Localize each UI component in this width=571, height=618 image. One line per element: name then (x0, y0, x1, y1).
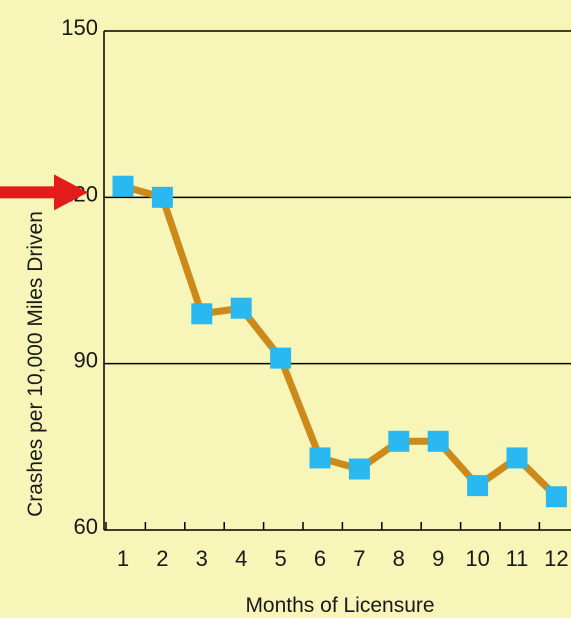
series-line (119, 182, 560, 501)
x-tick-label-12: 12 (544, 546, 568, 571)
data-point-8 (388, 430, 410, 452)
x-tick-label-3: 3 (196, 546, 208, 571)
data-point-9 (427, 430, 449, 452)
arrow-shaft (0, 186, 56, 199)
x-tick-label-1: 1 (117, 546, 129, 571)
data-point-11 (506, 447, 528, 469)
y-tick-label-150: 150 (61, 15, 98, 40)
x-tick-label-2: 2 (156, 546, 168, 571)
data-point-10 (467, 475, 489, 497)
x-tick-label-10: 10 (465, 546, 489, 571)
y-axis: 6090120150 (61, 15, 105, 539)
data-point-6 (309, 447, 331, 469)
x-tick-label-8: 8 (393, 546, 405, 571)
x-tick-label-11: 11 (506, 546, 529, 571)
data-point-3 (191, 303, 213, 325)
x-axis: 1 2 3 4 5 6 7 8 9 10 11 12 (104, 522, 571, 571)
data-series (112, 175, 567, 508)
data-point-4 (230, 297, 252, 319)
data-point-12 (545, 486, 567, 508)
data-point-5 (270, 347, 292, 369)
y-axis-label: Crashes per 10,000 Miles Driven (24, 211, 47, 517)
x-tick-label-5: 5 (274, 546, 286, 571)
annotation-layer (0, 174, 88, 211)
arrow-head (54, 174, 88, 211)
x-tick-label-7: 7 (353, 546, 365, 571)
x-tick-label-6: 6 (314, 546, 326, 571)
x-axis-label: Months of Licensure (245, 594, 434, 617)
data-point-7 (348, 458, 370, 480)
x-tick-label-9: 9 (432, 546, 444, 571)
grid-lines (104, 30, 571, 365)
y-tick-label-90: 90 (74, 348, 98, 373)
y-tick-label-60: 60 (74, 514, 98, 539)
data-point-2 (151, 186, 173, 208)
x-tick-label-4: 4 (235, 546, 247, 571)
data-point-1 (112, 175, 134, 197)
